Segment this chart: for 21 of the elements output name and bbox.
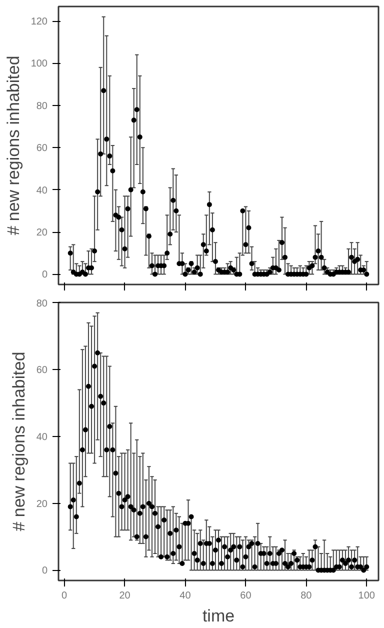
y-tick-label: 60 bbox=[36, 365, 48, 376]
y-tick-label: 40 bbox=[36, 432, 48, 443]
y-tick-label: 0 bbox=[42, 270, 48, 281]
y-tick-label: 20 bbox=[36, 228, 48, 239]
y-tick-label: 80 bbox=[36, 298, 48, 310]
y-tick-label: 0 bbox=[42, 566, 48, 577]
y-tick-label: 60 bbox=[36, 143, 48, 154]
x-tick-label: 100 bbox=[358, 590, 376, 602]
x-tick-label: 60 bbox=[240, 590, 252, 602]
y-tick-label: 100 bbox=[30, 58, 48, 70]
y-tick-label: 120 bbox=[30, 16, 48, 28]
x-tick-label: 40 bbox=[180, 590, 192, 602]
x-tick-label: 0 bbox=[62, 590, 68, 602]
y-tick-label: 40 bbox=[36, 185, 48, 196]
y-axis-title: # new regions inhabited bbox=[9, 352, 28, 532]
x-tick-label: 80 bbox=[300, 590, 312, 602]
x-tick-label: 20 bbox=[119, 590, 131, 602]
y-axis-title: # new regions inhabited bbox=[4, 56, 23, 236]
y-tick-label: 20 bbox=[36, 498, 48, 510]
x-axis-title: time bbox=[202, 606, 235, 626]
y-tick-label: 80 bbox=[36, 100, 48, 112]
